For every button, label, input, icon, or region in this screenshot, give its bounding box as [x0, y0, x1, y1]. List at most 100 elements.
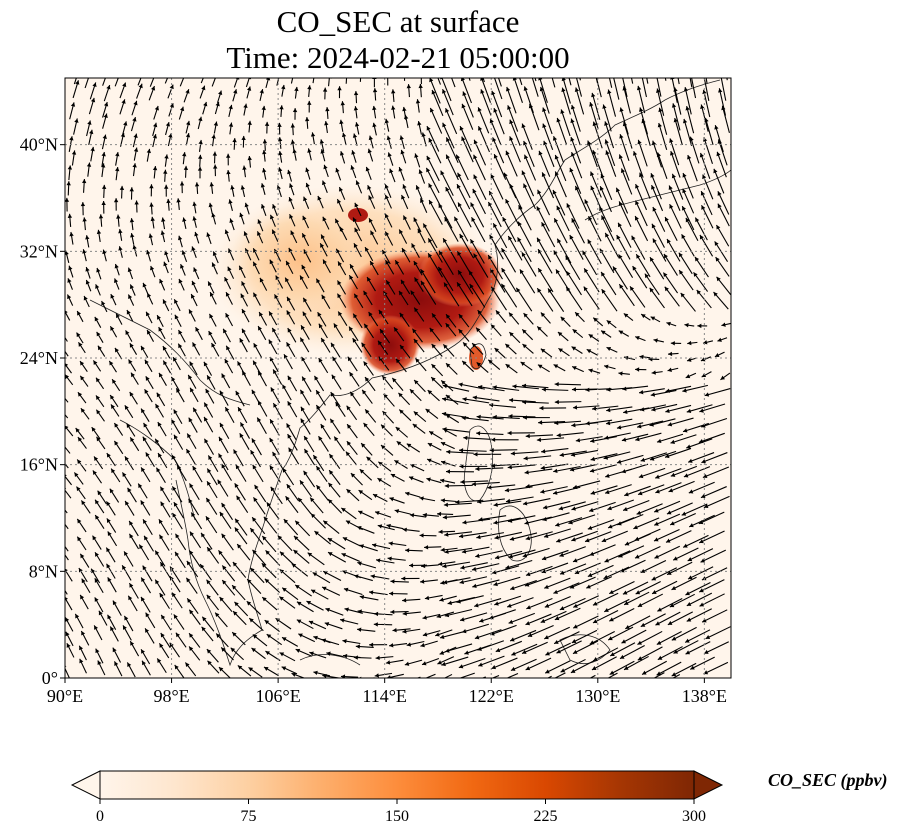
wind-vector [451, 78, 456, 88]
wind-vector [637, 484, 665, 496]
wind-vector-head [631, 235, 636, 241]
wind-vector-head [65, 631, 70, 637]
wind-vector-head [92, 470, 97, 475]
wind-vector-head [314, 375, 319, 381]
wind-vector-head [174, 664, 179, 670]
wind-vector-head [225, 313, 230, 318]
wind-vector-head [442, 563, 447, 569]
wind-vector-head [640, 407, 645, 412]
wind-vector-head [505, 343, 510, 349]
wind-vector-head [287, 296, 291, 302]
wind-vector-head [332, 356, 337, 362]
wind-vector-head [475, 466, 480, 472]
wind-vector-head [340, 101, 345, 106]
wind-vector-head [624, 492, 629, 497]
wind-vector-head [462, 629, 467, 634]
wind-vector-head [526, 605, 531, 610]
wind-vector [633, 517, 660, 530]
wind-vector-head [601, 289, 606, 294]
wind-vector-head [161, 217, 166, 222]
wind-vector-head [640, 682, 645, 686]
wind-vector-head [171, 592, 177, 598]
wind-vector-head [617, 521, 622, 526]
wind-vector [524, 516, 552, 525]
wind-vector [589, 544, 616, 556]
wind-vector-head [537, 288, 542, 293]
wind-vector-head [206, 579, 211, 585]
wind-vector-head [150, 265, 155, 271]
wind-vector [638, 467, 666, 478]
wind-vector-head [704, 392, 710, 397]
wind-vector-head [308, 620, 314, 625]
wind-vector-head [523, 86, 528, 91]
wind-vector-head [618, 222, 622, 228]
wind-vector-head [138, 483, 143, 489]
wind-vector-head [586, 584, 591, 589]
wind-vector-head [279, 596, 284, 601]
wind-vector-head [444, 483, 449, 489]
wind-vector-head [377, 340, 383, 346]
wind-vector-head [69, 136, 74, 141]
wind-vector-head [616, 459, 622, 464]
wind-vector [508, 415, 536, 418]
wind-vector-head [193, 267, 198, 272]
wind-vector-head [189, 646, 194, 651]
wind-vector-head [261, 105, 266, 111]
wind-vector-head [404, 679, 408, 683]
wind-vector-head [522, 501, 528, 506]
wind-vector-head [512, 384, 517, 389]
wind-vector [683, 118, 693, 147]
wind-vector [590, 453, 618, 461]
wind-vector-head [700, 104, 705, 109]
wind-vector-head [251, 389, 256, 395]
wind-vector [619, 107, 629, 135]
wind-vector-head [175, 632, 180, 638]
wind-vector [475, 467, 504, 470]
wind-vector-head [89, 129, 94, 135]
wind-vector-head [258, 400, 262, 406]
wind-vector-head [374, 673, 379, 678]
wind-vector-head [121, 99, 126, 104]
wind-vector-head [171, 376, 176, 382]
wind-vector-head [58, 501, 62, 506]
wind-vector [442, 577, 471, 584]
wind-vector-head [275, 275, 280, 281]
wind-vector-head [157, 422, 162, 427]
wind-vector [700, 549, 727, 563]
wind-vector-head [701, 205, 706, 210]
wind-vector-head [702, 473, 708, 479]
wind-vector-head [337, 280, 342, 286]
wind-vector-head [392, 627, 397, 633]
wind-vector [568, 78, 572, 86]
wind-vector [65, 350, 69, 357]
wind-vector-head [624, 541, 630, 546]
wind-vector-head [235, 518, 240, 524]
wind-vector-head [341, 132, 347, 138]
wind-vector-head [400, 279, 405, 285]
wind-vector-head [569, 167, 574, 173]
wind-vector-head [589, 640, 595, 645]
colorbar-gradient [100, 771, 694, 799]
wind-vector-head [685, 217, 690, 223]
wind-vector-head [302, 233, 307, 238]
wind-vector-head [159, 643, 164, 648]
wind-vector-head [271, 229, 276, 235]
wind-vector-head [129, 343, 134, 348]
wind-vector-head [445, 394, 451, 400]
wind-vector-head [152, 134, 158, 139]
wind-vector-head [494, 555, 500, 560]
wind-vector-head [100, 163, 106, 168]
wind-vector-head [386, 135, 391, 141]
wind-vector-head [472, 343, 477, 348]
wind-vector-head [606, 387, 611, 392]
wind-vector-head [272, 204, 277, 209]
wind-vector-head [606, 320, 612, 325]
wind-vector-head [477, 107, 482, 112]
wind-vector-head [339, 151, 345, 156]
wind-vector-head [222, 580, 227, 585]
wind-vector-head [240, 293, 245, 299]
wind-vector-head [307, 552, 313, 557]
wind-vector [65, 413, 69, 419]
wind-vector-head [355, 644, 360, 649]
wind-vector [493, 576, 521, 586]
